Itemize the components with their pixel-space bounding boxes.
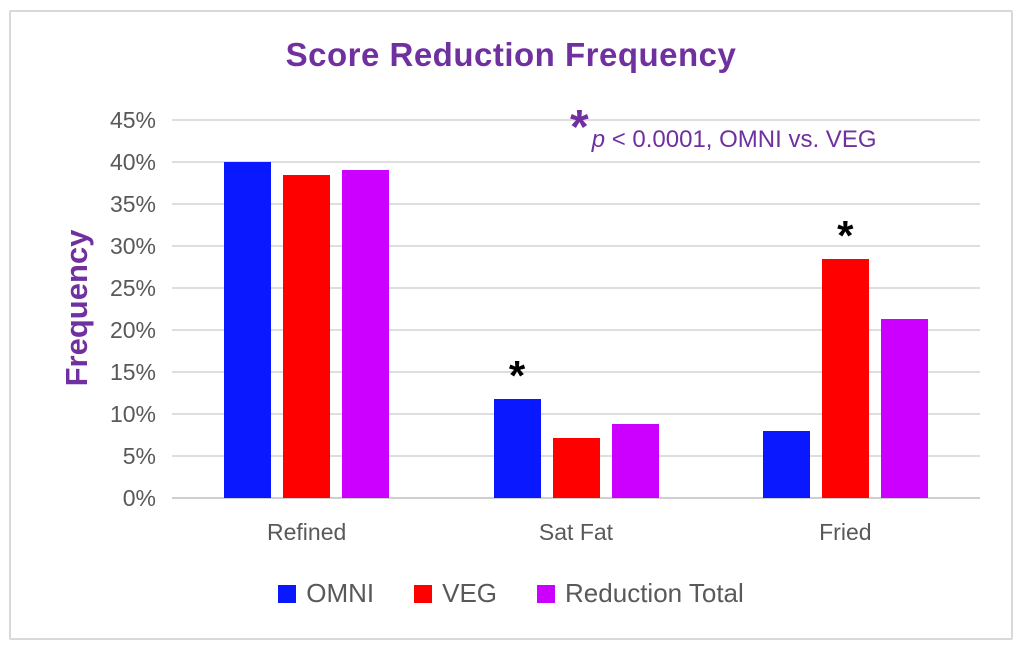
gridline-25 <box>172 287 980 289</box>
chart-frame: Score Reduction Frequency Frequency 0% 5%… <box>9 10 1013 640</box>
bar-veg-sat-fat <box>552 437 600 498</box>
y-axis-ticks: 0% 5% 10% 15% 20% 25% 30% 35% 40% 45% <box>56 107 161 511</box>
y-tick-label-40: 40% <box>109 149 156 175</box>
bar-group-fried: * <box>762 120 928 498</box>
annotation-p: p <box>591 126 606 153</box>
bar-reduction-total-sat-fat <box>611 424 659 498</box>
y-tick-label-30: 30% <box>109 233 156 259</box>
gridline-20 <box>172 329 980 331</box>
bar-veg-fried <box>821 258 869 498</box>
significance-marker-sat-fat: * <box>508 351 526 399</box>
legend-item-reduction-total: Reduction Total <box>537 578 744 609</box>
x-label-fried: Fried <box>819 519 872 545</box>
significance-annotation: * p < 0.0001, OMNI vs. VEG <box>570 104 877 154</box>
plot-area: * p < 0.0001, OMNI vs. VEG * * <box>172 104 980 499</box>
bar-group-sat-fat: * <box>493 120 659 498</box>
significance-marker-fried: * <box>837 211 854 259</box>
legend-label-reduction-total: Reduction Total <box>565 578 744 608</box>
bar-reduction-total-fried <box>880 319 928 498</box>
bar-omni-sat-fat <box>493 398 541 498</box>
chart-title: Score Reduction Frequency <box>285 36 737 73</box>
bar-omni-fried <box>762 430 810 498</box>
x-label-sat-fat: Sat Fat <box>538 519 614 545</box>
y-tick-label-35: 35% <box>109 191 156 217</box>
y-tick-label-20: 20% <box>109 317 156 343</box>
annotation-text: p < 0.0001, OMNI vs. VEG <box>592 126 877 154</box>
annotation-rest: < 0.0001, OMNI vs. VEG <box>605 126 877 153</box>
gridline-10 <box>172 413 980 415</box>
bar-reduction-total-refined <box>342 170 390 498</box>
y-tick-label-5: 5% <box>122 443 156 469</box>
legend-item-veg: VEG <box>414 578 497 609</box>
legend-swatch-omni <box>278 584 297 603</box>
y-tick-label-25: 25% <box>109 275 156 301</box>
legend-swatch-reduction-total <box>537 584 556 603</box>
legend: OMNI VEG Reduction Total <box>11 578 1011 609</box>
y-tick-label-45: 45% <box>109 107 156 133</box>
annotation-asterisk: * <box>570 101 589 154</box>
x-label-refined: Refined <box>267 519 347 545</box>
y-tick-label-15: 15% <box>109 359 156 385</box>
gridline-30 <box>172 245 980 247</box>
legend-swatch-veg <box>414 584 433 603</box>
legend-label-omni: OMNI <box>306 578 375 608</box>
gridline-40 <box>172 161 980 163</box>
legend-label-veg: VEG <box>442 578 498 608</box>
y-tick-label-10: 10% <box>109 401 156 427</box>
bar-group-refined <box>224 120 390 498</box>
bar-omni-refined <box>224 162 272 498</box>
bar-veg-refined <box>283 174 331 498</box>
gridline-15 <box>172 371 980 373</box>
gridline-0 <box>172 497 980 499</box>
gridline-45 <box>172 119 980 121</box>
y-tick-label-0: 0% <box>122 485 156 511</box>
gridline-35 <box>172 203 980 205</box>
legend-item-omni: OMNI <box>278 578 374 609</box>
